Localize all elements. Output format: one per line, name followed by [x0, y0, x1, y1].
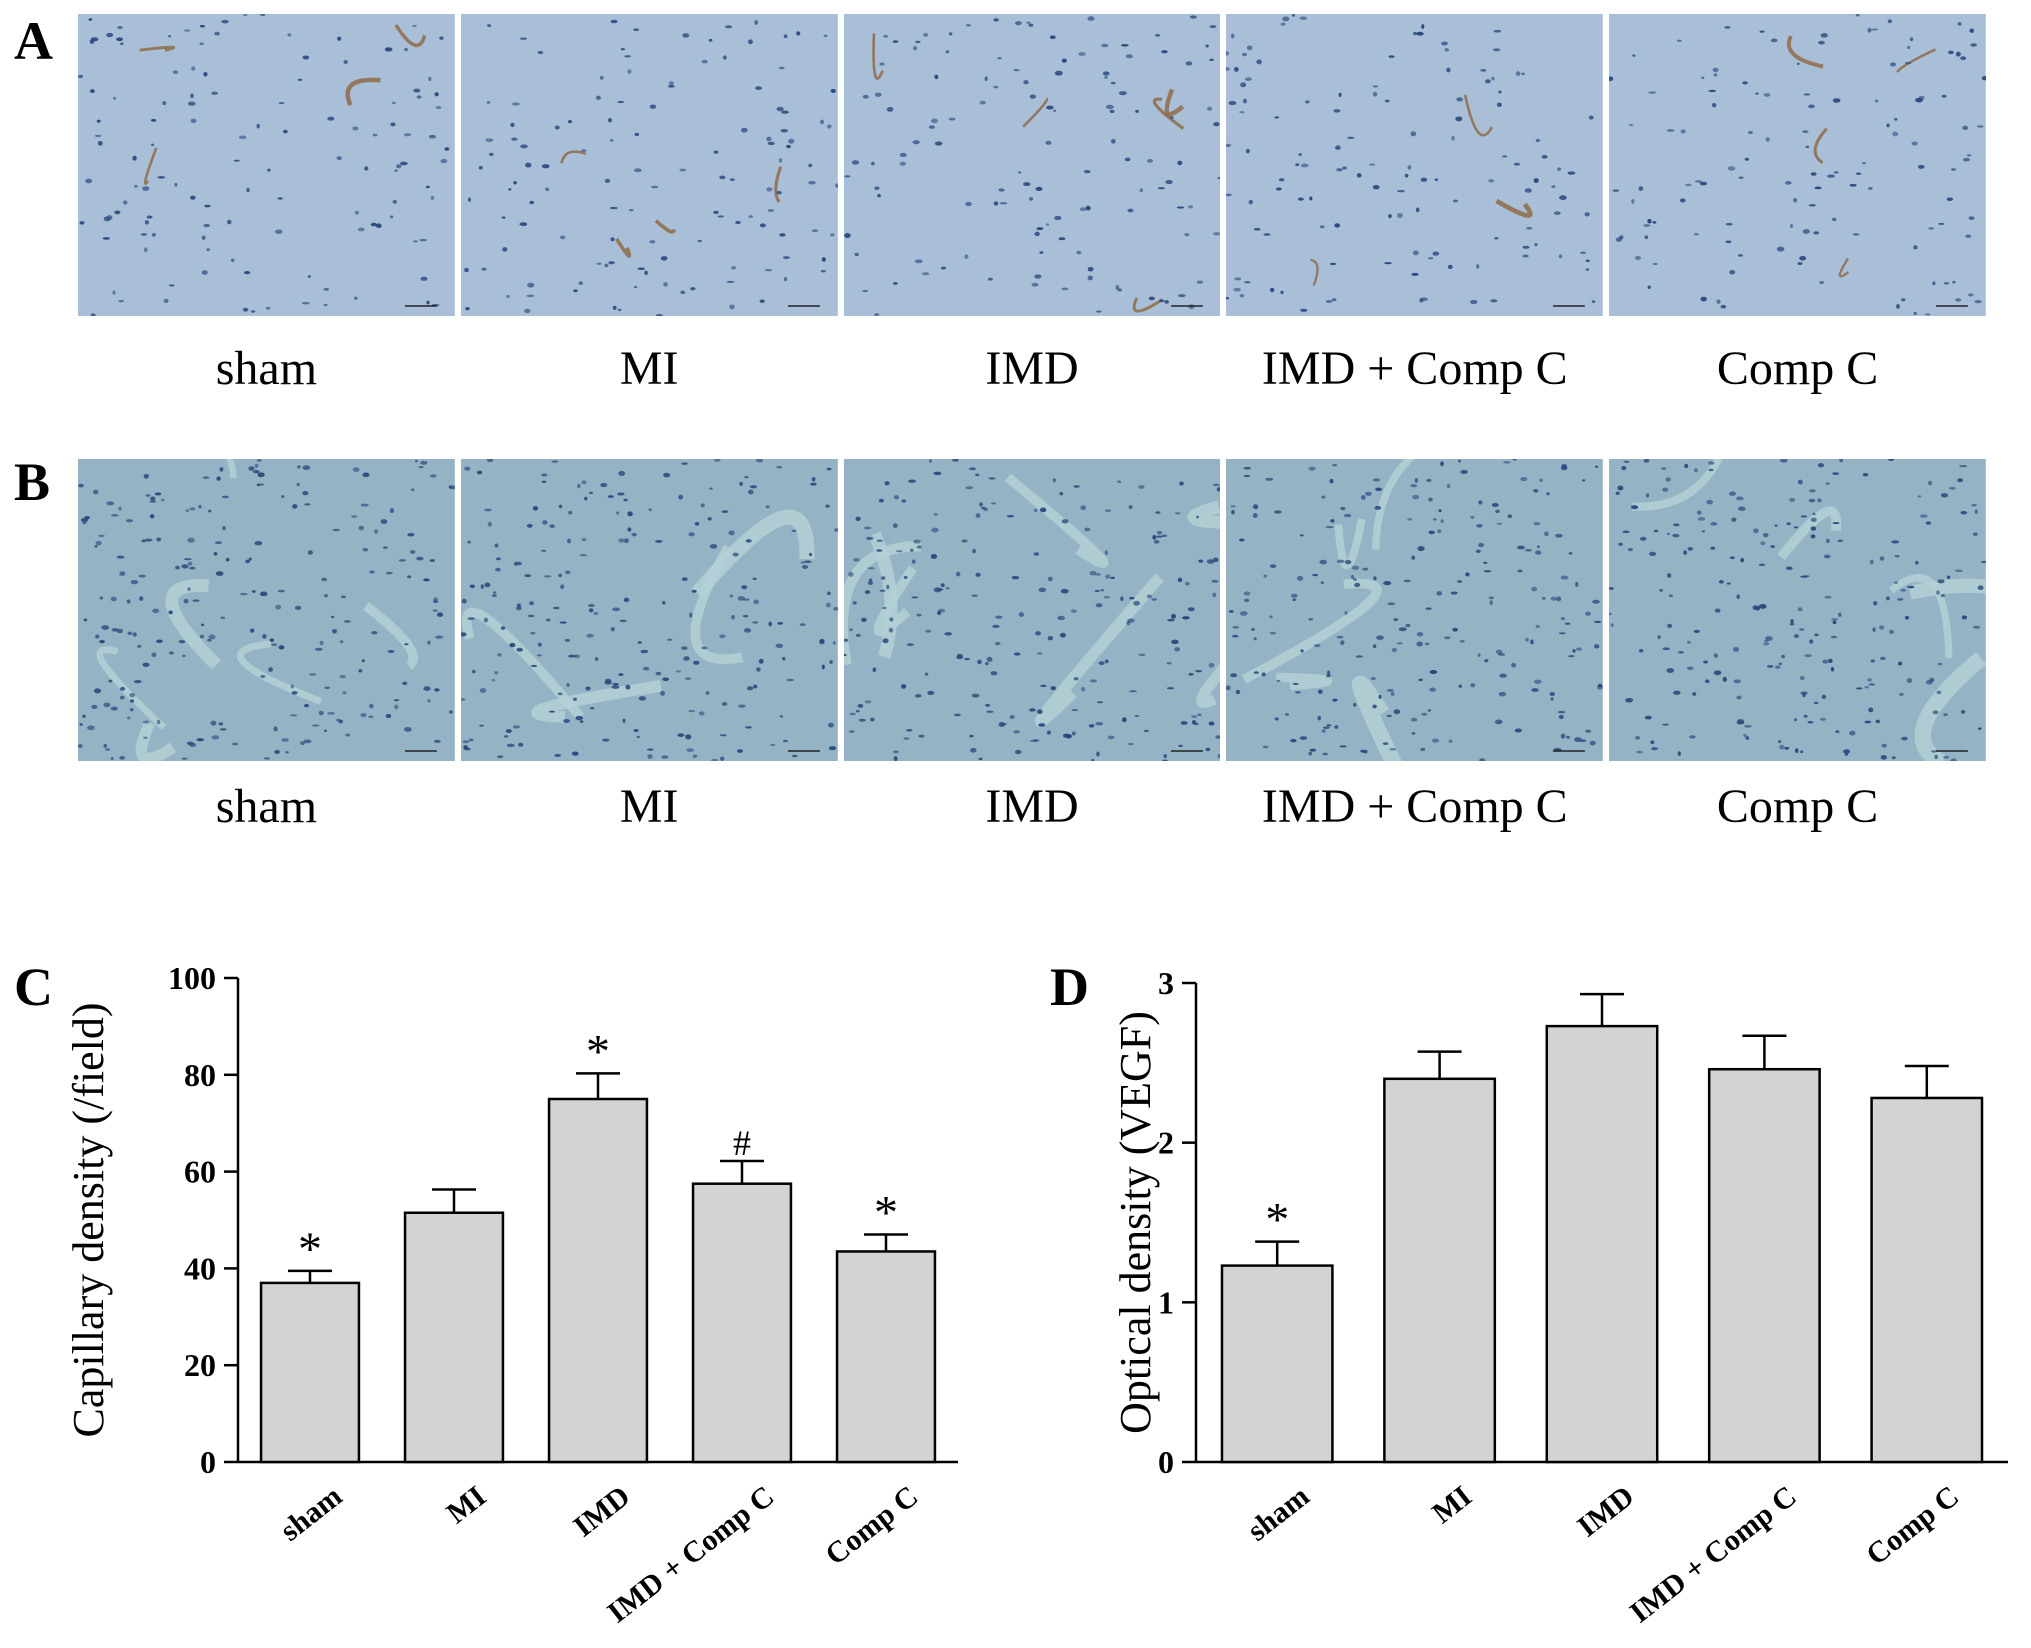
- micrograph-a-mi: [460, 14, 838, 316]
- micrograph-a-imd-comp-c: [1226, 14, 1604, 316]
- bar: [1707, 1067, 1821, 1464]
- micrograph-b-comp-c: [1609, 459, 1986, 761]
- bar: [1220, 1264, 1334, 1464]
- micrograph-row-a: [78, 14, 1986, 316]
- bar: [259, 1281, 361, 1464]
- micrograph-row-b: [78, 459, 1986, 761]
- y-tick-label: 3: [1158, 965, 1174, 1001]
- micrograph-a-2: [843, 14, 1221, 316]
- micrograph-a-imd: [843, 14, 1221, 316]
- x-tick-label: Comp C: [819, 1480, 924, 1572]
- micrograph-b-2: [843, 459, 1221, 761]
- caption-b-imd: IMD: [985, 780, 1079, 833]
- caption-b-imd-comp-c: IMD + Comp C: [1261, 780, 1568, 833]
- bar: [547, 1097, 649, 1464]
- y-tick-label: 1: [1158, 1284, 1174, 1320]
- caption-a-mi: MI: [619, 342, 679, 395]
- micrograph-b-mi: [460, 459, 838, 761]
- micrograph-b-1: [460, 459, 838, 761]
- panel-letter-d: D: [1050, 957, 1089, 1017]
- y-axis-label: Optical density (VEGF): [1111, 1011, 1160, 1434]
- caption-a-comp-c: Comp C: [1716, 342, 1879, 395]
- bar: [835, 1250, 937, 1464]
- panel-letter-c: C: [14, 957, 53, 1017]
- y-tick-label: 0: [200, 1444, 216, 1480]
- x-tick-label: sham: [274, 1480, 348, 1548]
- chart-c: 0 20 40 60 80 100 Capillary density (/field) * s…: [64, 960, 958, 1629]
- x-tick-label: MI: [1426, 1480, 1478, 1531]
- caption-a-imd: IMD: [985, 342, 1079, 395]
- x-tick-label: IMD: [1571, 1480, 1640, 1544]
- x-tick-label: IMD + Comp C: [1624, 1480, 1803, 1630]
- significance-marker: *: [874, 1187, 898, 1240]
- bar: [1545, 1024, 1659, 1464]
- bar: [691, 1182, 793, 1464]
- y-tick-label: 0: [1158, 1444, 1174, 1480]
- micrograph-b-sham: [78, 459, 455, 761]
- panel-letter-a: A: [14, 11, 53, 71]
- y-tick-label: 80: [184, 1057, 216, 1093]
- micrograph-a-1: [460, 14, 838, 316]
- significance-marker: *: [1265, 1194, 1289, 1247]
- micrograph-b-imd-comp-c: [1226, 459, 1604, 761]
- bar: [403, 1211, 505, 1464]
- micrograph-b-3: [1226, 459, 1604, 761]
- bar: [1383, 1077, 1497, 1464]
- x-tick-label: MI: [440, 1480, 492, 1531]
- caption-b-mi: MI: [619, 780, 679, 833]
- significance-marker: *: [298, 1223, 322, 1276]
- micrograph-a-sham: [78, 14, 455, 316]
- micrograph-a-comp-c: [1609, 14, 1986, 316]
- caption-b-sham: sham: [215, 780, 318, 833]
- y-tick-label: 40: [184, 1250, 216, 1286]
- micrograph-a-3: [1226, 14, 1604, 316]
- x-tick-label: sham: [1241, 1480, 1315, 1548]
- caption-b-comp-c: Comp C: [1716, 780, 1879, 833]
- caption-a-sham: sham: [215, 342, 318, 395]
- caption-row-b: sham MI IMD IMD + Comp C Comp C: [78, 783, 1986, 831]
- y-tick-label: 2: [1158, 1125, 1174, 1161]
- panel-letter-b: B: [14, 452, 51, 512]
- bar: [1870, 1096, 1984, 1464]
- micrograph-a-0: [78, 14, 455, 316]
- x-tick-label: IMD: [567, 1480, 636, 1544]
- micrograph-b-imd: [843, 459, 1221, 761]
- chart-d: 0 1 2 3 Optical density (VEGF) * sham MI IMDIMD …: [1111, 965, 2008, 1629]
- y-tick-label: 60: [184, 1154, 216, 1190]
- significance-marker: #: [733, 1123, 751, 1163]
- micrograph-a-4: [1609, 14, 1986, 316]
- y-axis-label: Capillary density (/field): [64, 1003, 113, 1438]
- significance-marker: *: [586, 1025, 610, 1078]
- caption-row-a: sham MI IMD IMD + Comp C Comp C: [78, 345, 1986, 393]
- y-tick-label: 100: [168, 960, 216, 996]
- micrograph-b-0: [78, 459, 455, 761]
- x-tick-label: Comp C: [1860, 1480, 1965, 1572]
- y-tick-label: 20: [184, 1347, 216, 1383]
- caption-a-imd-comp-c: IMD + Comp C: [1261, 342, 1568, 395]
- micrograph-b-4: [1609, 459, 1986, 761]
